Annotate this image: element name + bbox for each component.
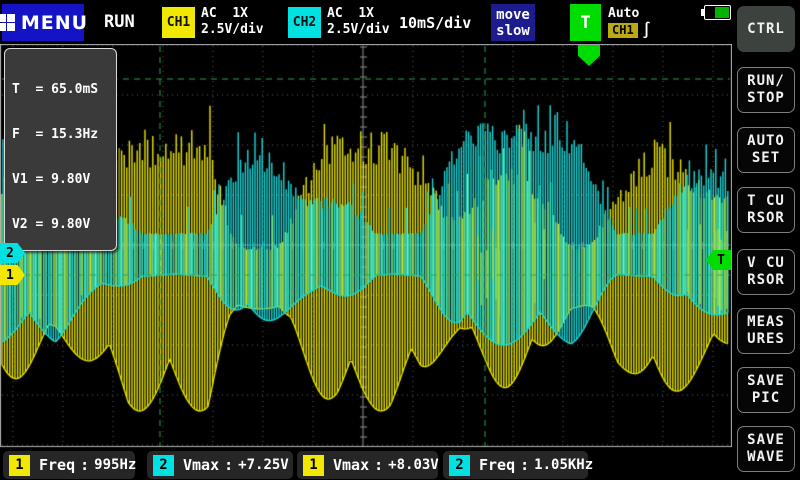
trigger-position-marker[interactable] — [578, 45, 600, 66]
cursor-v1-readout: V1 = 9.80V — [12, 172, 91, 187]
cursor-time-readout: T = 65.0mS — [12, 82, 99, 97]
button-label: PIC — [751, 390, 781, 406]
top-bar: MENU RUN CH1 AC 1X 2.5V/div CH2 AC 1X 2.… — [0, 0, 734, 44]
ch2-zero-marker[interactable]: 2 — [0, 243, 25, 263]
button-label: RSOR — [747, 272, 785, 288]
save-pic-button[interactable]: SAVE PIC — [737, 367, 795, 413]
trigger-mode-label: Auto — [608, 6, 640, 21]
move-mode-button[interactable]: move slow — [491, 4, 535, 41]
separator: : — [80, 456, 90, 474]
button-label: URES — [747, 331, 785, 347]
ch2-coupling: AC — [327, 6, 343, 21]
ch2-badge-small: 2 — [153, 454, 174, 476]
button-label: SET — [751, 150, 781, 166]
cursor-v2-readout: V2 = 9.80V — [12, 217, 91, 232]
move-mode-line2: slow — [496, 22, 530, 39]
trigger-source-badge[interactable]: CH1 — [608, 23, 638, 38]
menu-label: MENU — [20, 11, 89, 34]
battery-icon — [701, 5, 731, 20]
button-label: SAVE — [747, 373, 785, 389]
button-label: T CU — [747, 193, 785, 209]
separator: : — [520, 456, 530, 474]
v-cursor-button[interactable]: V CU RSOR — [737, 249, 795, 295]
move-mode-line1: move — [496, 6, 530, 23]
ch2-volts-div: 2.5V/div — [327, 22, 390, 37]
button-label: AUTO — [747, 133, 785, 149]
measures-button[interactable]: MEAS URES — [737, 308, 795, 354]
button-label: STOP — [747, 90, 785, 106]
menu-grid-icon — [0, 14, 15, 31]
button-label: MEAS — [747, 314, 785, 330]
ch2-settings: AC 1X 2.5V/div — [327, 6, 390, 38]
auto-set-button[interactable]: AUTO SET — [737, 127, 795, 173]
menu-button[interactable]: MENU — [0, 4, 87, 41]
sidebar: CTRL RUN/STOP AUTO SET T CU RSOR V CU RSOR … — [734, 0, 800, 480]
measurement-pill: 2 Vmax : +7.25V — [147, 451, 293, 479]
ch1-volts-div: 2.5V/div — [201, 22, 264, 37]
separator: : — [224, 456, 234, 474]
measurement-label: Freq — [39, 456, 76, 474]
button-label: SAVE — [747, 432, 785, 448]
separator: : — [374, 456, 384, 474]
ch2-probe: 1X — [358, 6, 374, 21]
button-label: RSOR — [747, 210, 785, 226]
ctrl-button[interactable]: CTRL — [737, 6, 795, 52]
button-label: V CU — [747, 255, 785, 271]
trigger-badge[interactable]: T — [570, 4, 601, 41]
run-stop-button[interactable]: RUN/STOP — [737, 67, 795, 113]
ch2-badge-small: 2 — [449, 454, 470, 476]
measurement-label: Freq — [479, 456, 516, 474]
measurement-pill: 1 Vmax : +8.03V — [297, 451, 439, 479]
timebase-label[interactable]: 10mS/div — [399, 14, 472, 32]
waveform-display[interactable] — [0, 44, 732, 448]
ch1-zero-marker[interactable]: 1 — [0, 265, 25, 285]
measurement-label: Vmax — [333, 456, 370, 474]
ch1-badge-small: 1 — [303, 454, 324, 476]
measurement-pill: 1 Freq : 995Hz — [3, 451, 137, 479]
bottom-bar: 1 Freq : 995Hz 2 Vmax : +7.25V 1 Vmax : … — [0, 450, 734, 480]
ch1-coupling: AC — [201, 6, 217, 21]
measurement-value: +7.25V — [238, 457, 289, 473]
trigger-edge-icon: ∫ — [642, 21, 652, 39]
ch1-probe: 1X — [232, 6, 248, 21]
cursor-freq-readout: F = 15.3Hz — [12, 127, 99, 142]
save-wave-button[interactable]: SAVE WAVE — [737, 426, 795, 472]
measurement-value: 995Hz — [94, 457, 137, 473]
ch1-badge-small: 1 — [9, 454, 30, 476]
measurement-label: Vmax — [183, 456, 220, 474]
measurement-value: +8.03V — [388, 457, 439, 473]
t-cursor-button[interactable]: T CU RSOR — [737, 187, 795, 233]
measurement-pill: 2 Freq : 1.05KHz — [443, 451, 593, 479]
ch1-settings: AC 1X 2.5V/div — [201, 6, 264, 38]
ch1-badge[interactable]: CH1 — [162, 7, 195, 38]
button-label: CTRL — [747, 20, 785, 37]
measurement-value: 1.05KHz — [534, 457, 594, 473]
button-label: WAVE — [747, 449, 785, 465]
button-label: RUN/ — [747, 73, 785, 89]
run-status-label: RUN — [104, 12, 135, 32]
measurement-info-box: T = 65.0mS F = 15.3Hz V1 = 9.80V V2 = 9.… — [4, 48, 117, 251]
ch2-badge[interactable]: CH2 — [288, 7, 321, 38]
trigger-level-marker[interactable]: T — [706, 250, 731, 270]
